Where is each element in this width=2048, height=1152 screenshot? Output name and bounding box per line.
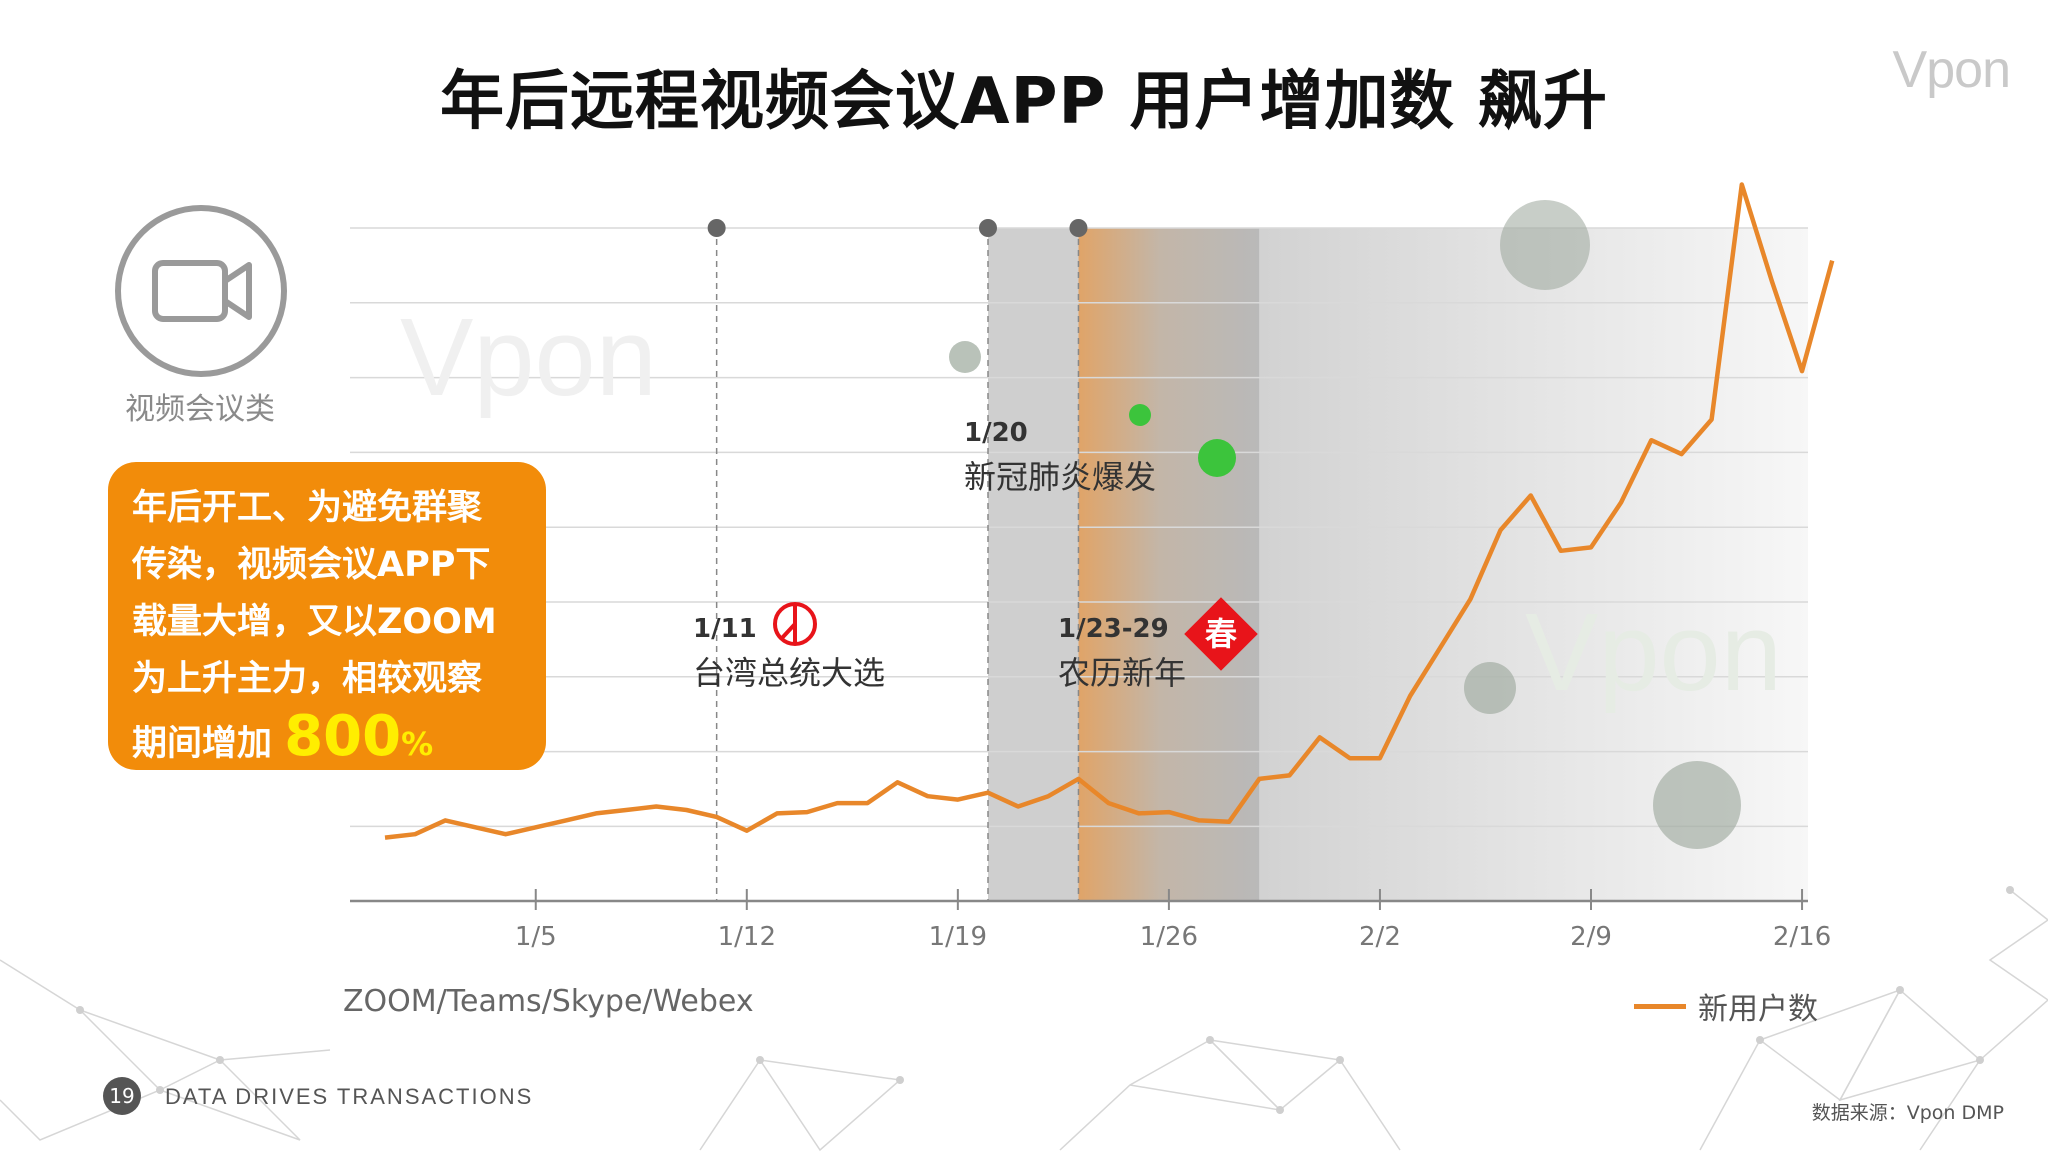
annotation-text: 农历新年 [1058,654,1187,692]
x-tick-label: 1/12 [718,922,776,952]
watermark-logo: Vpon [1525,591,1782,714]
callout-highlight-unit: % [401,725,434,763]
page-number: 19 [103,1077,141,1115]
callout-line: 为上升主力，相较观察 [132,659,483,699]
x-tick-label: 1/19 [929,922,987,952]
annotation-date: 1/11 [693,614,757,644]
series-line-new-users [384,182,1835,840]
virus-decoration [949,200,1741,849]
x-tick-label: 2/2 [1359,922,1401,952]
callout-highlight-value: 800 [284,704,402,769]
callout-box: 年后开工、为避免群聚 传染，视频会议APP下 载量大增，又以ZOOM 为上升主力… [108,462,546,770]
callout-line: 传染，视频会议APP下 [132,545,491,585]
event-marker-dot [979,219,997,237]
video-camera-icon [113,203,289,379]
ballot-icon [773,602,817,646]
annotation-outbreak: 1/20 新冠肺炎爆发 [964,418,1156,498]
x-tick-label: 2/16 [1773,922,1831,952]
x-axis-ticks: 1/5 1/12 1/19 1/26 2/2 2/9 2/16 [515,889,1831,952]
watermark-logo: Vpon [400,296,657,419]
event-markers [707,219,1088,901]
spring-badge-icon: 春 [1184,597,1258,671]
chart-legend: 新用户数 [1634,984,1818,1028]
callout-prefix: 期间增加 [132,724,273,764]
legend-label: 新用户数 [1698,992,1818,1027]
decorative-network-mesh [0,886,2048,1152]
annotation-date: 1/20 [964,418,1028,448]
tagline: DATA DRIVES TRANSACTIONS [165,1084,534,1109]
event-marker-dot [1069,219,1088,237]
callout-line: 年后开工、为避免群聚 [132,488,483,528]
annotation-text: 台湾总统大选 [693,654,886,692]
x-tick-label: 2/9 [1570,922,1612,952]
series-caption: ZOOM/Teams/Skype/Webex [343,984,754,1019]
source-note: 数据来源：Vpon DMP [1811,1102,2004,1124]
annotation-text: 新冠肺炎爆发 [964,458,1157,496]
annotation-new-year: 1/23-29 农历新年 [1058,614,1186,694]
shaded-period-new-year [1078,228,1260,901]
spring-badge-text: 春 [1205,615,1237,653]
brand-logo: Vpon [1892,41,2011,99]
page-title: 年后远程视频会议APP 用户增加数 飙升 [440,65,1608,139]
category-label: 视频会议类 [125,392,275,427]
x-tick-label: 1/26 [1140,922,1198,952]
annotation-date: 1/23-29 [1058,614,1169,644]
x-tick-label: 1/5 [515,922,557,952]
annotation-election: 1/11 台湾总统大选 [693,614,885,694]
callout-line: 期间增加 800% [132,708,522,773]
callout-line: 载量大增，又以ZOOM [132,602,497,642]
legend-swatch [1634,1003,1686,1009]
event-marker-dot [707,219,726,237]
